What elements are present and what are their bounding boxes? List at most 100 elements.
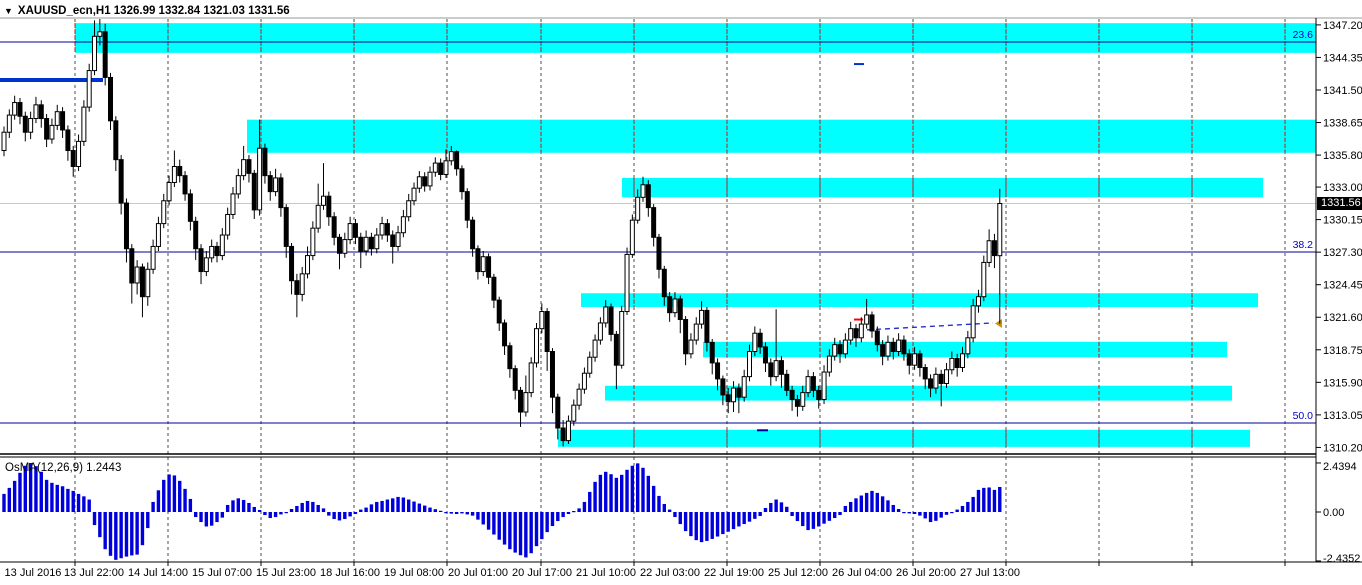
bear-candle xyxy=(113,120,119,161)
price-axis-label: 1310.20 xyxy=(1323,442,1362,454)
supply-demand-zone-3[interactable] xyxy=(622,177,1263,198)
osma-bar xyxy=(369,504,374,512)
osma-bar xyxy=(449,512,453,514)
bull-candle xyxy=(92,35,98,72)
osma-bar xyxy=(364,507,368,512)
osma-bar xyxy=(50,482,54,512)
time-axis-label: 21 Jul 10:00 xyxy=(576,567,636,579)
supply-demand-zone-6[interactable] xyxy=(605,385,1232,401)
symbol-dropdown-icon[interactable]: ▼ xyxy=(4,5,13,16)
bear-candle xyxy=(544,311,550,353)
osma-bar xyxy=(497,512,501,540)
bear-candle xyxy=(459,168,465,193)
bull-candle xyxy=(896,339,902,353)
time-axis-area[interactable] xyxy=(0,562,1362,585)
supply-demand-zone-2[interactable] xyxy=(247,119,1316,153)
bear-candle xyxy=(331,216,337,238)
osma-bar xyxy=(779,502,784,512)
time-axis-label: 20 Jul 17:00 xyxy=(512,567,572,579)
bear-candle xyxy=(438,162,444,175)
bear-candle xyxy=(267,175,273,193)
bear-candle xyxy=(177,165,183,177)
osma-bar xyxy=(348,512,352,517)
bull-candle xyxy=(81,106,87,142)
osma-bar xyxy=(508,512,512,550)
bull-candle xyxy=(225,213,231,236)
osma-bar xyxy=(502,512,507,545)
bear-candle xyxy=(118,159,124,204)
osma-bar xyxy=(460,512,464,514)
bear-candle xyxy=(656,236,662,270)
bear-candle xyxy=(464,191,470,221)
bull-candle xyxy=(805,376,811,394)
supply-demand-zone-1[interactable] xyxy=(75,23,1316,53)
osma-bar xyxy=(353,512,358,515)
osma-bar xyxy=(215,512,219,523)
osma-bar xyxy=(896,508,901,512)
osma-bar xyxy=(561,512,565,518)
osma-bar xyxy=(391,498,395,512)
osma-bar xyxy=(422,505,427,512)
fib-level-label-50.0: 50.0 xyxy=(1293,410,1314,422)
osma-bar xyxy=(247,502,251,512)
osma-bar xyxy=(273,512,278,518)
bull-candle xyxy=(800,392,806,407)
bull-candle xyxy=(986,240,992,263)
bear-candle xyxy=(549,351,555,398)
gold-arrow-marker[interactable] xyxy=(995,319,1002,329)
bull-candle xyxy=(416,176,422,189)
bull-candle xyxy=(832,344,838,357)
osma-bar xyxy=(726,512,730,532)
bull-candle xyxy=(821,371,827,400)
time-axis-label: 25 Jul 12:00 xyxy=(768,567,828,579)
osma-bar xyxy=(34,466,38,512)
bear-candle xyxy=(502,322,508,347)
bear-candle xyxy=(108,76,113,122)
dashed-trendline[interactable] xyxy=(857,322,994,332)
bear-candle xyxy=(901,339,907,355)
osma-bar xyxy=(662,503,666,512)
bull-candle xyxy=(347,223,353,241)
bear-candle xyxy=(991,240,997,257)
osma-bar xyxy=(236,498,240,512)
osma-bar xyxy=(188,498,193,512)
price-axis-label: 1335.80 xyxy=(1323,150,1362,162)
osma-bar xyxy=(513,512,517,553)
osma-bar xyxy=(263,512,267,516)
osma-bar xyxy=(98,512,102,538)
osma-bar xyxy=(928,512,933,523)
bull-candle xyxy=(6,114,12,133)
bull-candle xyxy=(305,255,311,275)
bear-candle xyxy=(246,159,252,174)
bear-candle xyxy=(518,389,524,413)
bull-candle xyxy=(54,111,60,126)
bull-candle xyxy=(975,296,981,307)
supply-demand-zone-4[interactable] xyxy=(581,293,1258,307)
bull-candle xyxy=(219,234,225,257)
bull-candle xyxy=(912,353,918,366)
bull-candle xyxy=(49,124,55,140)
bear-candle xyxy=(368,236,374,250)
bear-candle xyxy=(486,256,492,278)
osma-bar xyxy=(438,510,443,512)
price-axis-label: 1338.65 xyxy=(1323,118,1362,130)
time-axis-label: 14 Jul 14:00 xyxy=(128,567,188,579)
osma-bar xyxy=(12,480,17,512)
osma-bar xyxy=(982,487,986,512)
osma-bar xyxy=(220,512,225,518)
bear-candle xyxy=(725,394,731,403)
osma-bar xyxy=(939,512,943,518)
osma-bar xyxy=(332,512,336,520)
osma-bar xyxy=(295,505,299,512)
bear-candle xyxy=(880,344,886,357)
bull-candle xyxy=(571,404,577,422)
supply-demand-zone-7[interactable] xyxy=(558,429,1250,447)
bear-candle xyxy=(928,378,934,389)
bull-candle xyxy=(310,227,316,257)
osma-bar xyxy=(257,509,262,512)
current-price-badge: 1331.56 xyxy=(1317,197,1362,210)
price-axis-area[interactable] xyxy=(1316,18,1362,562)
osma-bar xyxy=(529,512,533,554)
osma-bar xyxy=(630,465,635,512)
